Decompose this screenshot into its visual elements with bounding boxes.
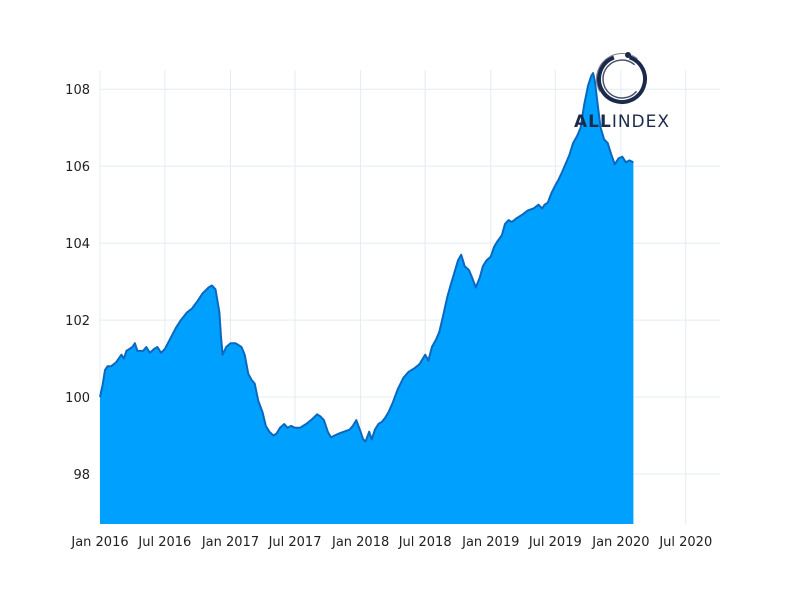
x-tick-label: Jan 2018 — [331, 535, 389, 550]
y-axis: 98 100 102 104 106 108 — [65, 83, 90, 483]
y-tick-label: 106 — [65, 160, 90, 175]
enso-circle-icon — [596, 52, 648, 105]
y-tick-label: 104 — [65, 237, 90, 252]
y-tick-label: 98 — [73, 468, 90, 483]
x-tick-label: Jan 2017 — [201, 535, 259, 550]
allindex-logo: ALLINDEX — [574, 50, 670, 136]
series-area-layer — [99, 72, 634, 524]
y-tick-label: 108 — [65, 83, 90, 98]
y-tick-label: 102 — [65, 314, 90, 329]
x-tick-label: Jan 2019 — [461, 535, 519, 550]
x-tick-label: Jul 2016 — [137, 535, 191, 550]
x-tick-label: Jan 2020 — [591, 535, 649, 550]
logo-text-bold: ALL — [574, 112, 612, 132]
x-tick-label: Jul 2017 — [268, 535, 322, 550]
logo-wordmark: ALLINDEX — [574, 112, 670, 132]
series-line — [99, 72, 634, 443]
x-axis: Jan 2016 Jul 2016 Jan 2017 Jul 2017 Jan 2018… — [70, 535, 712, 550]
logo-text-light: INDEX — [611, 112, 671, 132]
x-tick-label: Jul 2020 — [658, 535, 712, 550]
x-tick-label: Jul 2018 — [398, 535, 452, 550]
x-tick-label: Jul 2019 — [528, 535, 582, 550]
y-tick-label: 100 — [65, 391, 90, 406]
x-tick-label: Jan 2016 — [70, 535, 128, 550]
series-area-fill — [100, 73, 634, 524]
